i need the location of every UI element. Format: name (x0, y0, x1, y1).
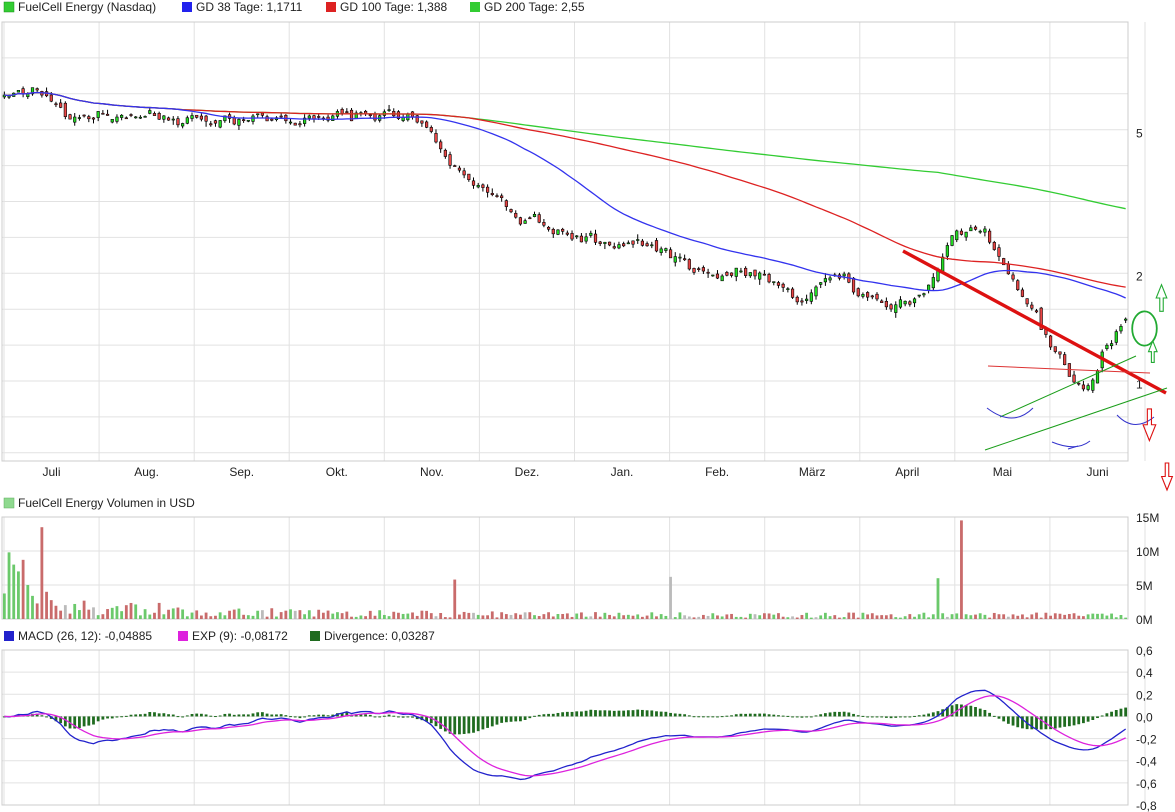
svg-text:Dez.: Dez. (515, 465, 540, 479)
svg-text:10M: 10M (1136, 545, 1159, 559)
svg-text:Sep.: Sep. (229, 465, 254, 479)
svg-text:Aug.: Aug. (134, 465, 159, 479)
svg-text:5: 5 (1136, 127, 1143, 141)
svg-text:0,6: 0,6 (1136, 644, 1153, 658)
svg-text:0,0: 0,0 (1136, 710, 1153, 724)
svg-text:FuelCell Energy Volumen in USD: FuelCell Energy Volumen in USD (18, 496, 195, 510)
svg-text:FuelCell Energy (Nasdaq): FuelCell Energy (Nasdaq) (18, 0, 156, 14)
svg-text:GD 38 Tage: 1,1711: GD 38 Tage: 1,1711 (196, 0, 303, 14)
svg-text:Jan.: Jan. (611, 465, 634, 479)
svg-text:15M: 15M (1136, 511, 1159, 525)
svg-text:März: März (799, 465, 826, 479)
svg-text:Divergence: 0,03287: Divergence: 0,03287 (324, 629, 435, 643)
svg-text:Juli: Juli (42, 465, 60, 479)
svg-text:2: 2 (1136, 269, 1143, 283)
svg-text:GD 100 Tage: 1,388: GD 100 Tage: 1,388 (340, 0, 448, 14)
svg-text:GD 200 Tage: 2,55: GD 200 Tage: 2,55 (484, 0, 585, 14)
svg-text:MACD (26, 12): -0,04885: MACD (26, 12): -0,04885 (18, 629, 152, 643)
svg-text:-0,4: -0,4 (1136, 755, 1157, 769)
svg-text:0,2: 0,2 (1136, 688, 1153, 702)
svg-text:EXP (9): -0,08172: EXP (9): -0,08172 (192, 629, 288, 643)
svg-text:0,4: 0,4 (1136, 666, 1153, 680)
svg-text:April: April (895, 465, 919, 479)
svg-text:Okt.: Okt. (326, 465, 348, 479)
svg-text:5M: 5M (1136, 579, 1153, 593)
svg-text:-0,8: -0,8 (1136, 799, 1157, 812)
svg-text:Mai: Mai (993, 465, 1012, 479)
svg-text:Nov.: Nov. (420, 465, 444, 479)
svg-text:0M: 0M (1136, 613, 1153, 627)
svg-text:-0,2: -0,2 (1136, 733, 1157, 747)
svg-text:Feb.: Feb. (705, 465, 729, 479)
svg-text:-0,6: -0,6 (1136, 777, 1157, 791)
svg-text:Juni: Juni (1086, 465, 1108, 479)
